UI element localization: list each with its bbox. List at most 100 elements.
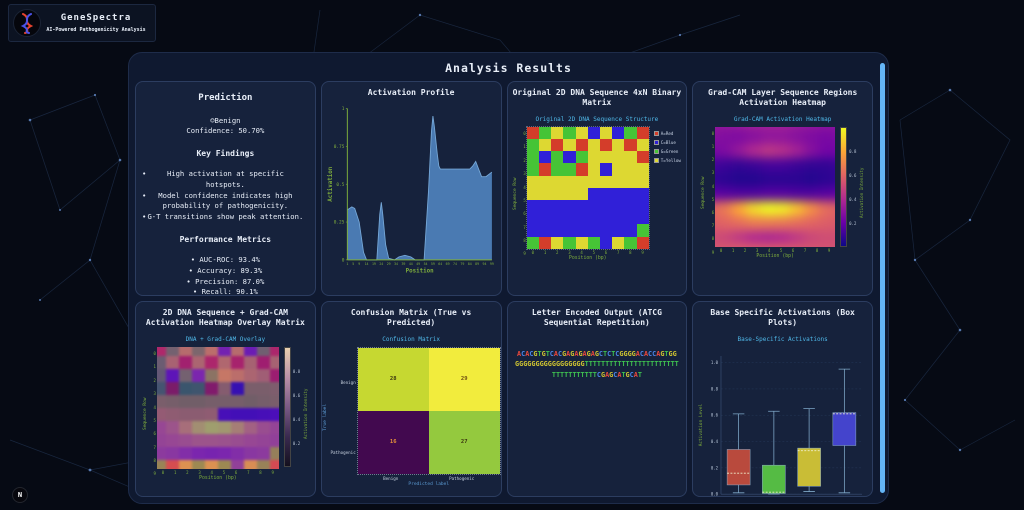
svg-text:1.0: 1.0 (711, 360, 719, 365)
finding-item: G-T transitions show peak attention. (142, 212, 309, 223)
gradcam-panel-title: Grad-CAM Layer Sequence Regions Activati… (707, 88, 858, 108)
svg-text:89: 89 (475, 263, 479, 267)
panel-letter-output: Letter Encoded Output (ATCG Sequential R… (506, 301, 688, 497)
letters-panel-title: Letter Encoded Output (ATCG Sequential R… (531, 308, 662, 328)
panel-dna-matrix: Original 2D DNA Sequence 4xN Binary Matr… (506, 81, 688, 296)
panel-activation-profile: Activation Profile 0 0.25 0.5 0.75 1 1 5 9 14 19 2… (320, 81, 502, 296)
dna-legend: A=Red C=Blue G=Green T=Yellow (653, 127, 681, 261)
activation-chart: 0 0.25 0.5 0.75 1 1 5 9 14 19 24 29 34 39 44 49 54 59 64 69… (326, 98, 497, 284)
svg-text:54: 54 (423, 263, 427, 267)
svg-text:49: 49 (416, 263, 420, 267)
svg-text:Position: Position (405, 269, 433, 275)
legend-item: G=Green (653, 148, 681, 154)
results-title: Analysis Results (445, 61, 572, 75)
confusion-cell: 28 (357, 347, 429, 411)
svg-text:0: 0 (341, 258, 344, 264)
svg-text:Activation Level: Activation Level (698, 403, 704, 446)
legend-item: A=Red (653, 130, 681, 136)
prediction-title: Prediction (198, 93, 253, 103)
svg-text:0.5: 0.5 (336, 182, 344, 188)
confusion-cell: 16 (357, 410, 429, 474)
svg-text:C: C (843, 496, 846, 497)
svg-text:0.25: 0.25 (333, 220, 344, 226)
vertical-scrollbar[interactable] (880, 63, 885, 493)
confusion-y-ticks: Benign Pathogenic (330, 380, 356, 455)
panel-prediction: Prediction ☺Benign Confidence: 50.70% Ke… (135, 81, 316, 296)
svg-text:59: 59 (431, 263, 435, 267)
sequence-line: ACACGTGTCACGAGAGAGAGCTCTCGGGGACACCAGTGG (517, 349, 677, 358)
box-chart: 0.0 0.2 0.4 0.6 0.8 1.0 A T G C Activation Level (697, 343, 868, 497)
sequence-line: TTTTTTTTTTTCGAGCATGCAT (551, 370, 642, 379)
svg-text:29: 29 (386, 263, 390, 267)
svg-text:69: 69 (445, 263, 449, 267)
finding-item: Model confidence indicates high probabil… (142, 191, 309, 213)
svg-text:19: 19 (372, 263, 376, 267)
panel-gradcam: Grad-CAM Layer Sequence Regions Activati… (692, 81, 873, 296)
svg-text:99: 99 (490, 263, 494, 267)
gradcam-colorbar: 0.8 0.6 0.4 0.2 Activation Intensity (840, 126, 865, 259)
svg-text:1: 1 (341, 106, 344, 112)
gradcam-heatmap (715, 126, 836, 247)
svg-text:0.8: 0.8 (711, 386, 719, 391)
confusion-cell: 29 (428, 347, 500, 411)
confusion-x-axis-label: Predicted label (408, 481, 450, 487)
overlay-panel-title: 2D DNA Sequence + Grad-CAM Activation He… (145, 308, 305, 328)
n-badge-button[interactable]: N (12, 487, 28, 503)
svg-text:T: T (773, 496, 776, 497)
performance-metrics-list: AUC-ROC: 93.4%Accuracy: 89.3%Precision: … (142, 255, 309, 295)
svg-text:9: 9 (358, 263, 360, 267)
prediction-result: ☺Benign (210, 115, 241, 125)
overlay-heatmap (156, 346, 279, 469)
metric-item: AUC-ROC: 93.4% (142, 255, 309, 266)
dna-panel-title: Original 2D DNA Sequence 4xN Binary Matr… (512, 88, 682, 108)
gradcam-colorbar-label: Activation Intensity (859, 167, 865, 218)
svg-text:0.2: 0.2 (711, 465, 719, 470)
confusion-cell: 27 (428, 410, 500, 474)
panel-overlay: 2D DNA Sequence + Grad-CAM Activation He… (135, 301, 316, 497)
svg-text:0.6: 0.6 (711, 413, 719, 418)
key-findings-title: Key Findings (196, 149, 255, 159)
dna-y-axis-label: Sequence Row (512, 177, 518, 211)
sequence-line: GGGGGGGGGGGGGGGGGTTTTTTTTTTTTTTTTTTTTTTT (515, 360, 679, 369)
svg-text:5: 5 (352, 263, 354, 267)
svg-text:A: A (738, 496, 741, 497)
metric-item: Recall: 90.1% (142, 287, 309, 295)
gradcam-x-axis-label: Position (bp) (756, 253, 794, 259)
svg-text:14: 14 (364, 263, 368, 267)
overlay-colorbar-label: Activation Intensity (302, 388, 308, 439)
app-header: GeneSpectra AI-Powered Pathogenicity Ana… (8, 4, 156, 42)
gradcam-y-axis-label: Sequence Row (701, 176, 707, 210)
performance-metrics-title: Performance Metrics (179, 235, 272, 245)
confusion-y-axis-label: True label (322, 403, 328, 431)
app-title: GeneSpectra (60, 13, 132, 23)
app-tagline: AI-Powered Pathogenicity Analysis (46, 27, 146, 33)
confusion-panel-title: Confusion Matrix (True vs Predicted) (350, 308, 472, 328)
results-panel: Analysis Results Prediction ☺Benign Conf… (128, 52, 889, 504)
confusion-cells: 28 29 16 27 (356, 346, 501, 475)
svg-text:34: 34 (394, 263, 398, 267)
svg-text:94: 94 (482, 263, 486, 267)
finding-item: High activation at specific hotspots. (142, 169, 309, 191)
dna-logo-icon (13, 9, 41, 37)
overlay-x-axis-label: Position (bp) (199, 475, 237, 481)
svg-text:G: G (808, 496, 811, 497)
dna-chart-title: Original 2D DNA Sequence Structure (535, 115, 659, 123)
overlay-colorbar: 0.8 0.6 0.4 0.2 Activation Intensity (283, 346, 308, 481)
cards-grid: Prediction ☺Benign Confidence: 50.70% Ke… (135, 81, 873, 497)
legend-item: T=Yellow (653, 157, 681, 163)
overlay-chart-title: DNA + Grad-CAM Overlay (185, 335, 266, 343)
dna-sequence-text: ACACGTGTCACGAGAGAGAGCTCTCGGGGACACCAGTGG G… (512, 349, 683, 381)
box-chart-title: Base-Specific Activations (737, 335, 828, 343)
svg-text:1: 1 (346, 263, 348, 267)
panel-confusion-matrix: Confusion Matrix (True vs Predicted) Con… (320, 301, 502, 497)
svg-text:79: 79 (460, 263, 464, 267)
confusion-chart-title: Confusion Matrix (382, 335, 441, 343)
svg-text:0.4: 0.4 (711, 439, 719, 444)
overlay-y-axis-label: Sequence Row (142, 397, 148, 431)
